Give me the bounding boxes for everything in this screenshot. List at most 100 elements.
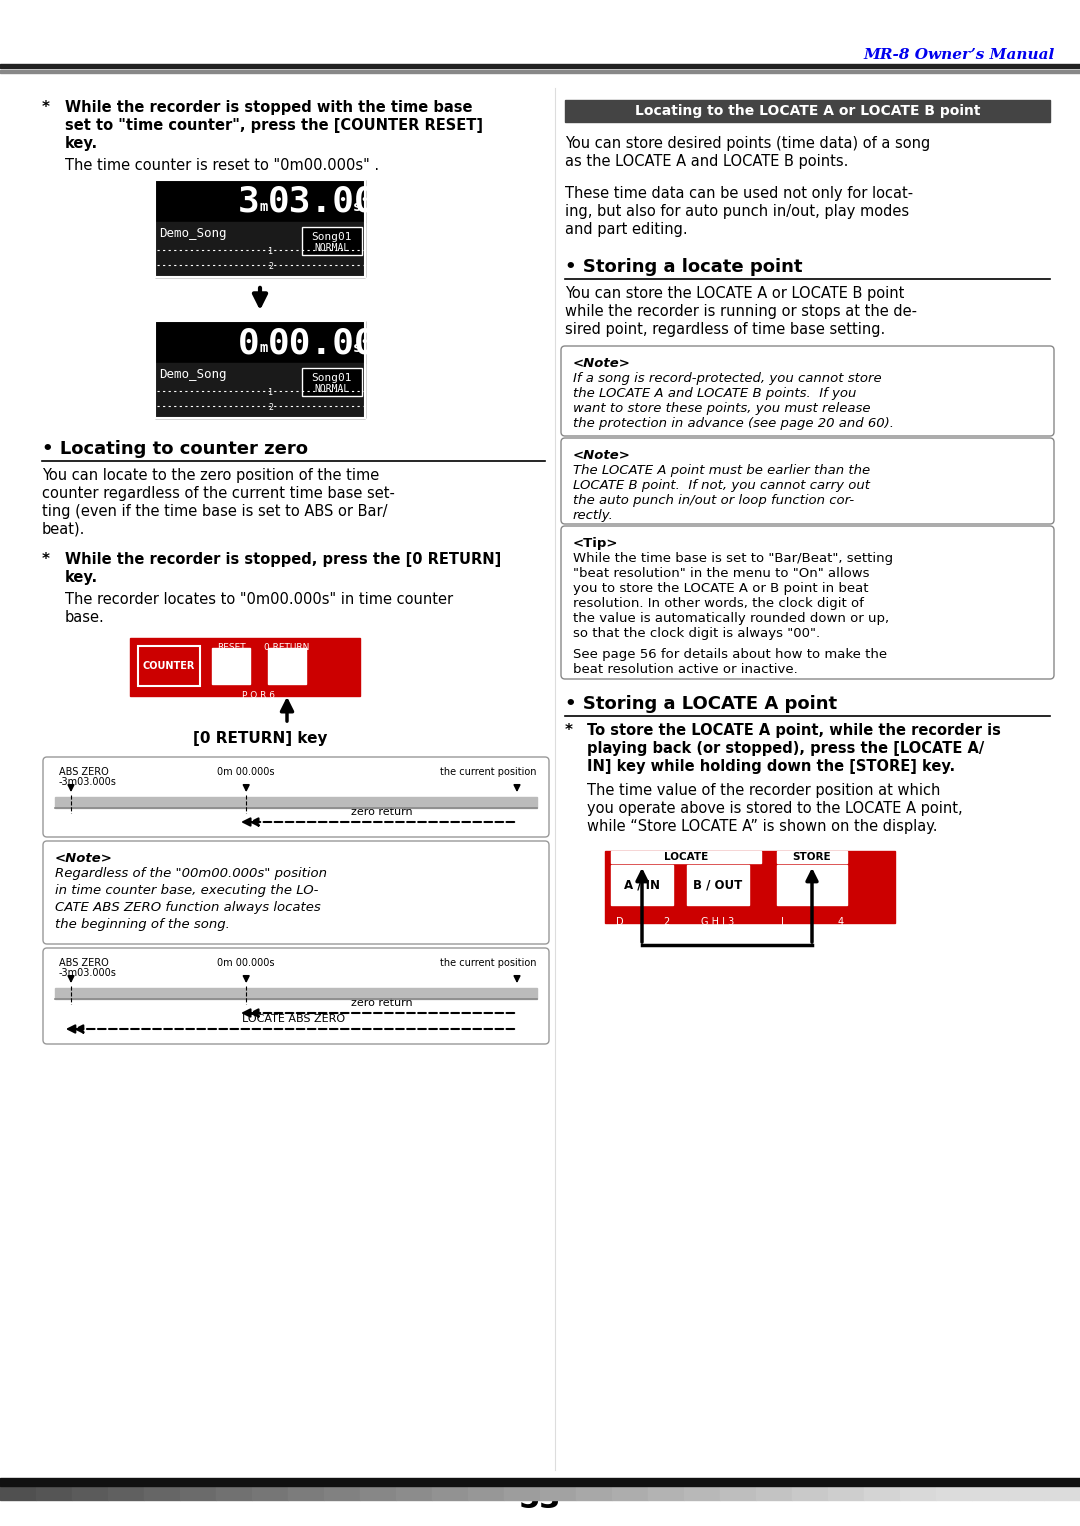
- Text: 1: 1: [268, 388, 273, 397]
- Text: LOCATE ABS ZERO: LOCATE ABS ZERO: [242, 1013, 346, 1024]
- FancyBboxPatch shape: [43, 948, 549, 1044]
- Text: Song01: Song01: [312, 232, 352, 243]
- Text: 1: 1: [268, 247, 273, 256]
- Bar: [576, 1486, 612, 1500]
- Bar: [252, 1486, 288, 1500]
- Text: If a song is record-protected, you cannot store: If a song is record-protected, you canno…: [573, 372, 881, 385]
- Text: Demo_Song: Demo_Song: [159, 368, 227, 382]
- Text: ing, but also for auto punch in/out, play modes: ing, but also for auto punch in/out, pla…: [565, 204, 909, 220]
- Text: • Storing a LOCATE A point: • Storing a LOCATE A point: [565, 694, 837, 713]
- Text: "beat resolution" in the menu to "On" allows: "beat resolution" in the menu to "On" al…: [573, 568, 869, 580]
- Text: <Note>: <Note>: [573, 449, 631, 462]
- Bar: [156, 180, 365, 278]
- Bar: [212, 649, 249, 684]
- Text: zero return: zero return: [351, 807, 413, 816]
- Text: • Locating to counter zero: • Locating to counter zero: [42, 439, 308, 458]
- Bar: [972, 1486, 1008, 1500]
- Text: key.: key.: [65, 136, 98, 151]
- Text: m: m: [260, 340, 268, 356]
- Text: ABS ZERO: ABS ZERO: [59, 958, 109, 967]
- Text: While the recorder is stopped, press the [0 RETURN]: While the recorder is stopped, press the…: [65, 552, 501, 568]
- Bar: [156, 221, 365, 278]
- Text: -3m03.000s: -3m03.000s: [59, 777, 117, 787]
- Bar: [156, 363, 365, 418]
- FancyBboxPatch shape: [43, 841, 549, 945]
- Text: base.: base.: [65, 610, 105, 626]
- Bar: [565, 101, 1050, 122]
- Text: LOCATE: LOCATE: [664, 852, 708, 862]
- Text: Song01: Song01: [312, 372, 352, 383]
- FancyBboxPatch shape: [561, 526, 1054, 679]
- Text: 2: 2: [268, 262, 273, 272]
- Text: *: *: [42, 552, 50, 568]
- Bar: [55, 797, 537, 807]
- Bar: [268, 649, 306, 684]
- Text: 03.000: 03.000: [268, 185, 399, 220]
- Text: 53: 53: [518, 1485, 562, 1514]
- Bar: [0, 64, 1080, 69]
- Text: You can store the LOCATE A or LOCATE B point: You can store the LOCATE A or LOCATE B p…: [565, 285, 904, 301]
- Text: B / OUT: B / OUT: [693, 879, 743, 891]
- Text: set to "time counter", press the [COUNTER RESET]: set to "time counter", press the [COUNTE…: [65, 118, 483, 133]
- Text: The LOCATE A point must be earlier than the: The LOCATE A point must be earlier than …: [573, 464, 870, 478]
- Text: Locating to the LOCATE A or LOCATE B point: Locating to the LOCATE A or LOCATE B poi…: [635, 104, 981, 118]
- Bar: [156, 180, 365, 221]
- Text: <Note>: <Note>: [573, 357, 631, 369]
- Text: 4: 4: [838, 917, 843, 926]
- FancyBboxPatch shape: [561, 438, 1054, 523]
- Bar: [777, 852, 847, 864]
- Text: The time counter is reset to "0m00.000s" .: The time counter is reset to "0m00.000s"…: [65, 159, 379, 172]
- Bar: [138, 645, 200, 687]
- Text: you to store the LOCATE A or B point in beat: you to store the LOCATE A or B point in …: [573, 581, 868, 595]
- Bar: [828, 1486, 864, 1500]
- Text: You can locate to the zero position of the time: You can locate to the zero position of t…: [42, 468, 379, 484]
- Bar: [720, 1486, 756, 1500]
- Text: you operate above is stored to the LOCATE A point,: you operate above is stored to the LOCAT…: [588, 801, 962, 816]
- Bar: [324, 1486, 360, 1500]
- Bar: [302, 368, 362, 397]
- Text: • Storing a locate point: • Storing a locate point: [565, 258, 802, 276]
- Text: While the recorder is stopped with the time base: While the recorder is stopped with the t…: [65, 101, 473, 114]
- Text: counter regardless of the current time base set-: counter regardless of the current time b…: [42, 485, 395, 501]
- Text: These time data can be used not only for locat-: These time data can be used not only for…: [565, 186, 913, 201]
- Text: s: s: [353, 340, 361, 356]
- Bar: [0, 1479, 1080, 1486]
- Bar: [504, 1486, 540, 1500]
- Bar: [684, 1486, 720, 1500]
- Bar: [360, 1486, 396, 1500]
- Text: want to store these points, you must release: want to store these points, you must rel…: [573, 401, 870, 415]
- Bar: [108, 1486, 144, 1500]
- Text: While the time base is set to "Bar/Beat", setting: While the time base is set to "Bar/Beat"…: [573, 552, 893, 565]
- Bar: [156, 320, 365, 418]
- Bar: [936, 1486, 972, 1500]
- Bar: [72, 1486, 108, 1500]
- FancyBboxPatch shape: [43, 757, 549, 836]
- Bar: [302, 368, 362, 397]
- Text: NORMAL: NORMAL: [314, 243, 350, 253]
- Text: D: D: [616, 917, 623, 926]
- Bar: [777, 865, 847, 905]
- Bar: [1044, 1486, 1080, 1500]
- Text: See page 56 for details about how to make the: See page 56 for details about how to mak…: [573, 649, 887, 661]
- Text: zero return: zero return: [351, 998, 413, 1009]
- Text: as the LOCATE A and LOCATE B points.: as the LOCATE A and LOCATE B points.: [565, 154, 849, 169]
- Text: J: J: [780, 917, 783, 926]
- Text: CATE ABS ZERO function always locates: CATE ABS ZERO function always locates: [55, 900, 321, 914]
- Text: *: *: [565, 723, 573, 739]
- Text: the auto punch in/out or loop function cor-: the auto punch in/out or loop function c…: [573, 494, 854, 507]
- Bar: [468, 1486, 504, 1500]
- Text: resolution. In other words, the clock digit of: resolution. In other words, the clock di…: [573, 597, 864, 610]
- Text: The recorder locates to "0m00.000s" in time counter: The recorder locates to "0m00.000s" in t…: [65, 592, 454, 607]
- Text: 0: 0: [239, 327, 260, 360]
- Bar: [156, 320, 365, 363]
- Bar: [792, 1486, 828, 1500]
- Bar: [302, 227, 362, 255]
- Text: -3m03.000s: -3m03.000s: [59, 967, 117, 978]
- Text: You can store desired points (time data) of a song: You can store desired points (time data)…: [565, 136, 930, 151]
- Bar: [130, 638, 360, 696]
- Bar: [36, 1486, 72, 1500]
- Text: beat resolution active or inactive.: beat resolution active or inactive.: [573, 662, 798, 676]
- Text: LOCATE B point.  If not, you cannot carry out: LOCATE B point. If not, you cannot carry…: [573, 479, 870, 491]
- Text: G H I 3: G H I 3: [701, 917, 734, 926]
- Text: the current position: the current position: [441, 958, 537, 967]
